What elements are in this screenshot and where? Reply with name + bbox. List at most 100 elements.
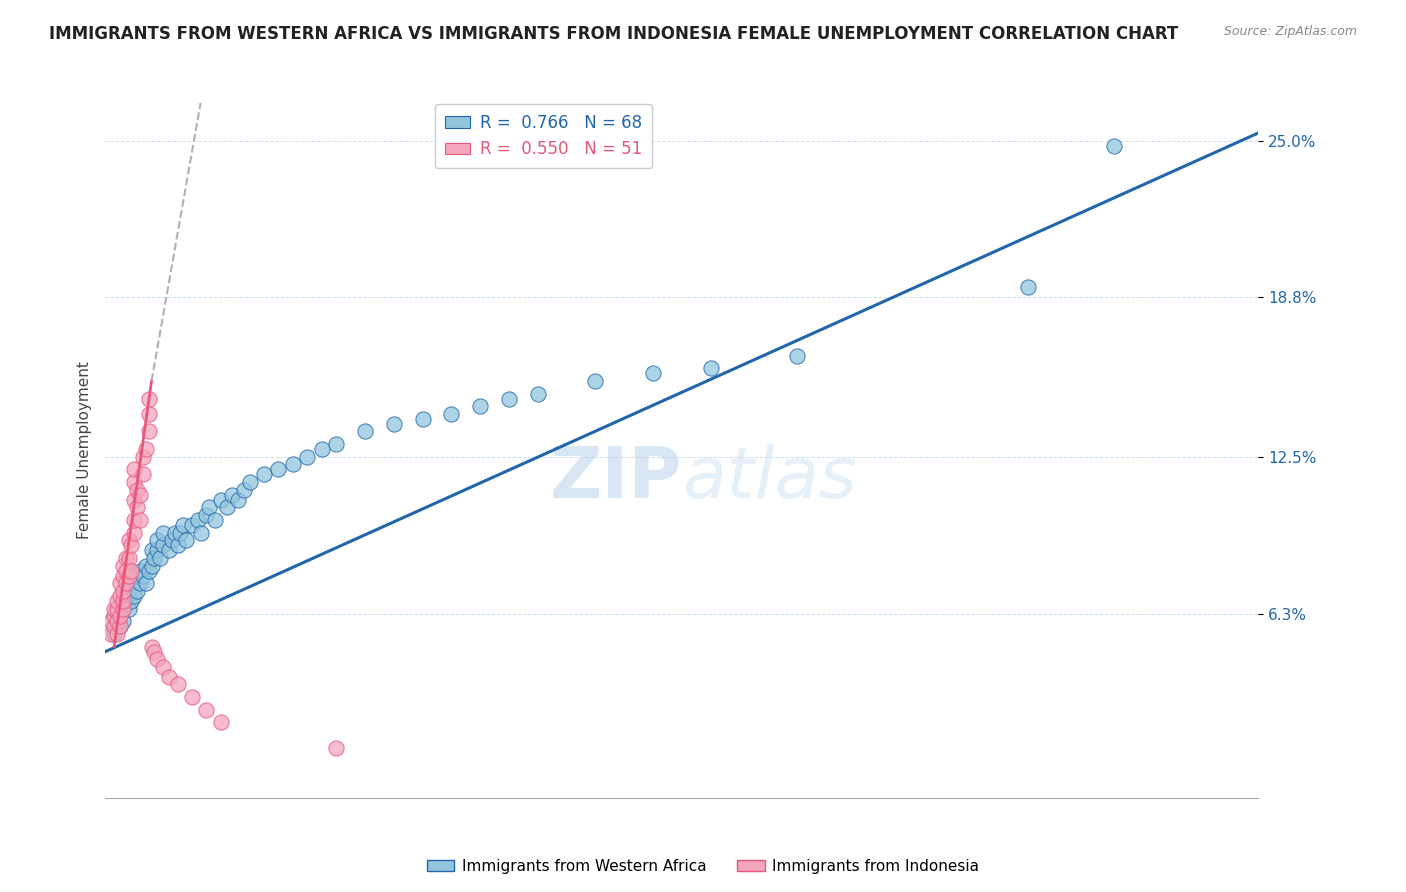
Point — [152, 660, 174, 674]
Point — [111, 583, 134, 598]
Point — [120, 564, 142, 578]
Point — [232, 483, 254, 497]
Point — [108, 619, 131, 633]
Point — [195, 508, 218, 522]
Point — [124, 589, 146, 603]
Point — [114, 564, 136, 578]
Point — [786, 349, 808, 363]
Point — [239, 475, 262, 489]
Point — [129, 564, 152, 578]
Point — [198, 500, 221, 515]
Point — [114, 594, 136, 608]
Point — [127, 583, 149, 598]
Point — [411, 412, 433, 426]
Point — [146, 652, 169, 666]
Point — [253, 467, 276, 482]
Point — [114, 589, 136, 603]
Point — [120, 538, 142, 552]
Point — [129, 576, 152, 591]
Point — [111, 594, 134, 608]
Point — [209, 715, 232, 730]
Point — [135, 576, 157, 591]
Point — [180, 690, 204, 705]
Point — [105, 601, 128, 615]
Point — [124, 513, 146, 527]
Point — [527, 386, 550, 401]
Point — [187, 513, 209, 527]
Point — [120, 594, 142, 608]
Point — [105, 594, 128, 608]
Point — [108, 619, 131, 633]
Point — [221, 488, 243, 502]
Point — [132, 467, 155, 482]
Point — [163, 525, 186, 540]
Point — [108, 589, 131, 603]
Point — [105, 601, 128, 615]
Point — [297, 450, 319, 464]
Point — [117, 601, 139, 615]
Point — [1017, 280, 1039, 294]
Point — [311, 442, 333, 457]
Y-axis label: Female Unemployment: Female Unemployment — [76, 361, 91, 540]
Point — [152, 525, 174, 540]
Point — [111, 614, 134, 628]
Text: IMMIGRANTS FROM WESTERN AFRICA VS IMMIGRANTS FROM INDONESIA FEMALE UNEMPLOYMENT : IMMIGRANTS FROM WESTERN AFRICA VS IMMIGR… — [49, 25, 1178, 43]
Point — [138, 425, 160, 439]
Point — [141, 558, 163, 573]
Point — [226, 492, 249, 507]
Point — [143, 551, 166, 566]
Point — [146, 543, 169, 558]
Point — [138, 564, 160, 578]
Legend: R =  0.766   N = 68, R =  0.550   N = 51: R = 0.766 N = 68, R = 0.550 N = 51 — [434, 104, 652, 169]
Point — [1102, 138, 1125, 153]
Point — [117, 568, 139, 582]
Point — [129, 488, 152, 502]
Point — [174, 533, 197, 548]
Point — [117, 551, 139, 566]
Point — [152, 538, 174, 552]
Point — [143, 644, 166, 658]
Point — [124, 568, 146, 582]
Point — [138, 407, 160, 421]
Point — [281, 458, 304, 472]
Point — [108, 609, 131, 624]
Point — [124, 475, 146, 489]
Point — [141, 640, 163, 654]
Text: Source: ZipAtlas.com: Source: ZipAtlas.com — [1223, 25, 1357, 38]
Point — [215, 500, 238, 515]
Point — [100, 614, 122, 628]
Point — [103, 601, 125, 615]
Point — [103, 627, 125, 641]
Point — [157, 543, 180, 558]
Point — [120, 576, 142, 591]
Point — [132, 568, 155, 582]
Point — [127, 500, 149, 515]
Point — [117, 583, 139, 598]
Point — [129, 513, 152, 527]
Point — [105, 614, 128, 628]
Point — [138, 392, 160, 406]
Point — [135, 558, 157, 573]
Point — [149, 551, 172, 566]
Point — [204, 513, 226, 527]
Point — [643, 366, 665, 380]
Point — [108, 609, 131, 624]
Point — [267, 462, 290, 476]
Point — [141, 543, 163, 558]
Text: atlas: atlas — [682, 444, 856, 513]
Point — [105, 614, 128, 628]
Point — [105, 627, 128, 641]
Point — [209, 492, 232, 507]
Point — [117, 533, 139, 548]
Point — [440, 407, 463, 421]
Point — [114, 551, 136, 566]
Point — [111, 601, 134, 615]
Point — [111, 601, 134, 615]
Point — [382, 417, 405, 431]
Point — [325, 740, 347, 755]
Point — [172, 518, 194, 533]
Point — [111, 558, 134, 573]
Point — [354, 425, 377, 439]
Legend: Immigrants from Western Africa, Immigrants from Indonesia: Immigrants from Western Africa, Immigran… — [420, 853, 986, 880]
Point — [190, 525, 212, 540]
